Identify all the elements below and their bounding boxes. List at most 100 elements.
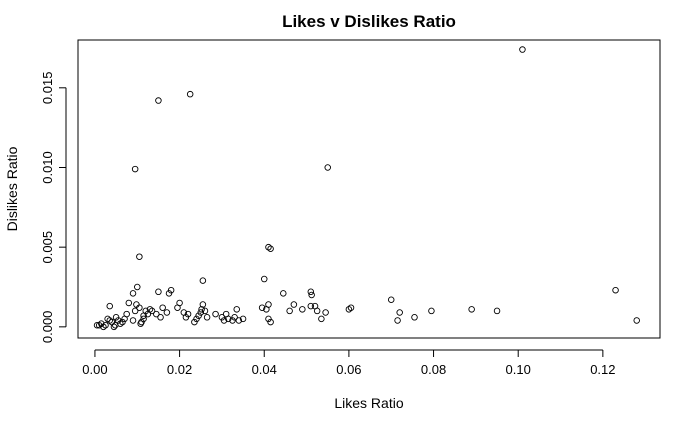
data-point — [114, 317, 122, 324]
data-point — [203, 314, 211, 321]
data-point — [195, 312, 202, 319]
data-point — [233, 306, 240, 313]
x-tick-label: 0.04 — [252, 362, 277, 377]
data-point — [112, 314, 120, 321]
data-point — [106, 317, 113, 324]
data-point — [265, 243, 272, 251]
data-point — [308, 291, 315, 299]
x-axis-label: Likes Ratio — [334, 395, 403, 411]
data-point — [396, 309, 403, 316]
data-point — [153, 310, 160, 318]
data-point — [286, 307, 293, 315]
data-point — [307, 302, 315, 310]
data-point — [299, 306, 306, 313]
data-point — [468, 306, 475, 313]
data-point — [198, 306, 205, 313]
x-tick-label: 0.02 — [167, 362, 192, 377]
data-point — [95, 322, 103, 329]
data-point — [186, 90, 194, 98]
y-axis-label: Dislikes Ratio — [4, 146, 20, 231]
data-point — [182, 314, 190, 321]
data-point — [93, 322, 101, 329]
data-point — [411, 314, 418, 321]
data-point — [131, 307, 139, 315]
data-point — [163, 309, 171, 316]
data-point — [428, 307, 435, 315]
data-point — [140, 315, 147, 323]
data-point — [633, 317, 640, 324]
data-point — [102, 322, 109, 329]
data-point — [201, 307, 209, 315]
data-point — [347, 304, 355, 311]
x-axis: 0.00 0.02 0.04 0.06 0.08 0.10 0.12 — [82, 349, 616, 377]
data-point — [184, 310, 192, 318]
data-point — [165, 290, 173, 297]
data-point — [387, 296, 395, 304]
data-point — [106, 302, 113, 310]
data-point — [108, 318, 116, 326]
data-point — [220, 317, 228, 324]
data-points — [93, 46, 640, 331]
x-tick-label: 0.10 — [506, 362, 531, 377]
data-point — [235, 317, 243, 324]
data-point — [322, 309, 329, 316]
data-point — [137, 320, 144, 327]
data-point — [193, 315, 200, 323]
data-point — [265, 315, 272, 323]
data-point — [129, 317, 137, 324]
data-point — [307, 288, 315, 296]
x-tick-label: 0.06 — [336, 362, 361, 377]
data-point — [148, 307, 156, 315]
x-tick-label: 0.00 — [82, 362, 107, 377]
data-point — [263, 306, 270, 313]
data-point — [260, 275, 268, 283]
x-tick-label: 0.08 — [421, 362, 446, 377]
data-point — [229, 317, 236, 324]
data-point — [121, 315, 128, 323]
data-point — [324, 164, 331, 171]
data-point — [313, 307, 321, 315]
data-point — [231, 314, 238, 321]
plot-frame — [77, 39, 661, 339]
y-tick-label: 0.010 — [40, 151, 55, 184]
data-point — [157, 314, 164, 321]
data-point — [280, 290, 287, 297]
data-point — [134, 283, 141, 291]
data-point — [239, 315, 247, 323]
data-point — [212, 310, 219, 318]
y-tick-label: 0.015 — [40, 72, 55, 105]
data-point — [119, 318, 126, 326]
data-point — [199, 277, 207, 284]
data-point — [98, 320, 105, 327]
data-point — [197, 309, 204, 316]
data-point — [159, 304, 166, 311]
data-point — [131, 165, 139, 173]
data-point — [290, 301, 298, 308]
data-point — [125, 299, 133, 307]
data-point — [155, 288, 162, 296]
y-tick-label: 0.000 — [40, 311, 55, 344]
data-point — [111, 322, 119, 329]
data-point — [345, 306, 353, 313]
data-point — [136, 253, 143, 260]
data-point — [612, 286, 619, 294]
data-point — [267, 245, 274, 253]
data-point — [318, 315, 325, 323]
y-tick-label: 0.005 — [40, 231, 55, 264]
data-point — [519, 46, 526, 53]
data-point — [100, 323, 107, 331]
data-point — [140, 312, 147, 319]
data-point — [174, 304, 181, 311]
data-point — [218, 314, 226, 321]
data-point — [199, 301, 207, 308]
data-point — [144, 310, 152, 318]
data-point — [167, 286, 175, 294]
data-point — [191, 318, 198, 326]
data-point — [155, 97, 162, 104]
data-point — [225, 315, 232, 323]
y-axis: 0.000 0.005 0.010 0.015 — [40, 72, 67, 344]
data-point — [104, 315, 111, 323]
chart-title: Likes v Dislikes Ratio — [282, 12, 456, 31]
